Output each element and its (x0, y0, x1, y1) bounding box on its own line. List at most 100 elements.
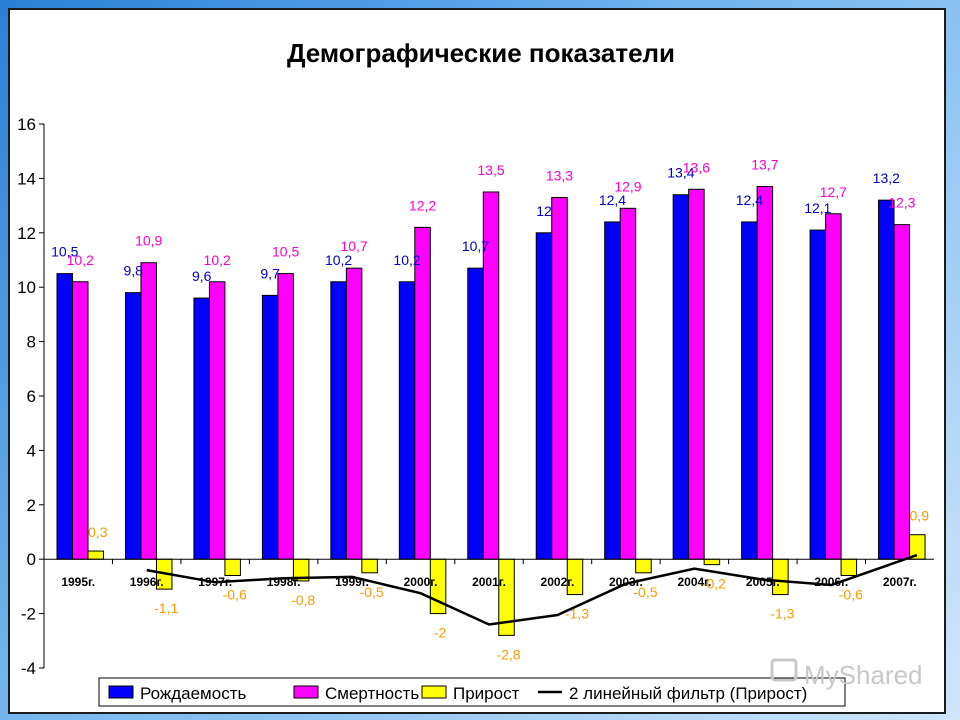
birth-bar (330, 281, 347, 560)
birth-value-label: 12,4 (599, 192, 626, 208)
birth-bar (809, 229, 827, 560)
death-value-label: 12,7 (820, 184, 847, 200)
birth-value-label: 10,2 (393, 252, 420, 268)
y-tick-label: 8 (27, 333, 36, 352)
birth-value-label: 9,7 (260, 265, 280, 281)
birth-value-label: 12,1 (804, 200, 831, 216)
death-value-label: 13,3 (546, 167, 573, 183)
y-tick-label: 2 (27, 496, 36, 515)
growth-value-label: -0,8 (291, 592, 315, 608)
y-tick-label: 6 (27, 387, 36, 406)
birth-value-label: 10,2 (325, 252, 352, 268)
growth-value-label: -0,6 (839, 587, 863, 603)
y-tick-label: 14 (17, 169, 36, 188)
y-axis: 16 14 12 10 8 6 4 2 0 -2 -4 (17, 115, 45, 678)
death-value-label: 13,5 (477, 162, 504, 178)
death-value-label: 12,2 (409, 197, 436, 213)
death-value-label: 10,5 (272, 244, 299, 260)
death-value-label: 13,6 (683, 159, 710, 175)
x-category-label: 2007г. (883, 575, 917, 589)
growth-value-label: -2 (434, 625, 447, 641)
x-category-label: 2001г. (472, 575, 506, 589)
birth-value-label: 12,4 (736, 192, 763, 208)
growth-bar (840, 558, 858, 577)
death-bar (208, 281, 226, 560)
x-category-label: 1996г. (130, 575, 164, 589)
birth-bar (56, 273, 73, 560)
trendline-path (146, 553, 918, 626)
chart-canvas: Демографические показатели 1614121086420… (17, 38, 934, 707)
growth-value-label: -0,6 (223, 587, 247, 603)
death-value-label: 10,7 (340, 238, 367, 254)
y-tick-label: 0 (27, 550, 36, 569)
birth-bar (467, 267, 484, 560)
growth-value-label: 0,3 (88, 524, 108, 540)
birth-bar (672, 194, 690, 560)
chart-title: Демографические показатели (287, 38, 675, 68)
birth-bar (604, 221, 621, 560)
watermark-text: MyShared (804, 660, 923, 690)
birth-value-label: 9,8 (123, 263, 143, 279)
legend-item-death-swatch (293, 685, 319, 699)
growth-bar (87, 550, 104, 560)
growth-value-label: -0,5 (360, 584, 384, 600)
birth-bar (398, 281, 416, 560)
watermark-logo-icon (770, 658, 798, 682)
x-category-label: 2000г. (404, 575, 438, 589)
y-tick-label: -4 (21, 659, 36, 678)
birth-value-label: 12 (536, 203, 552, 219)
growth-value-label: 0,9 (910, 508, 930, 524)
bars (56, 186, 926, 636)
x-axis: 1995г. 1996г. 1997г. 1998г. 1999г. 2000г. 2001… (43, 558, 934, 589)
death-value-label: 12,9 (614, 178, 641, 194)
birth-bar (193, 297, 210, 560)
growth-value-label: -0,2 (702, 576, 726, 592)
legend-item-growth-swatch (421, 685, 447, 699)
growth-bar (361, 558, 378, 574)
birth-bar (741, 221, 758, 560)
death-bar (619, 207, 637, 560)
growth-bar (224, 558, 241, 577)
birth-bar (535, 232, 553, 560)
death-value-label: 10,2 (67, 252, 94, 268)
legend-item-trendline-label: 2 линейный фильтр (Прирост) (569, 684, 807, 703)
birth-value-label: 10,5 (51, 244, 78, 260)
death-bar (551, 196, 568, 560)
death-bar (756, 186, 774, 560)
death-bar (414, 226, 431, 560)
x-category-label: 1995г. (61, 575, 95, 589)
growth-value-label: -1,1 (154, 600, 178, 616)
growth-value-label: -2,8 (496, 646, 520, 662)
y-tick-label: 12 (17, 224, 36, 243)
death-bar (277, 273, 294, 560)
growth-value-label: -0,5 (633, 584, 657, 600)
death-bar (140, 262, 157, 560)
y-tick-label: 4 (27, 441, 36, 460)
x-category-label: 2003г. (609, 575, 643, 589)
birth-bar (878, 199, 895, 560)
death-bar (72, 281, 89, 560)
birth-value-label: 13,2 (873, 170, 900, 186)
death-bar (825, 213, 842, 560)
data-labels: 10,510,20,39,810,9-1,19,610,2-0,69,710,5… (51, 157, 929, 663)
birth-bar (261, 294, 279, 560)
legend-item-birth-swatch (108, 685, 134, 699)
death-bar (688, 188, 705, 560)
chart-frame: Демографические показатели 16 14 12 10 8 6 4 2 0… (8, 8, 946, 714)
legend: Рождаемость Смертность Прирост 2 линейный ф… (98, 677, 846, 707)
growth-bar (635, 558, 652, 574)
x-category-label: 2002г. (541, 575, 575, 589)
birth-value-label: 9,6 (192, 268, 212, 284)
y-tick-label: 16 (17, 115, 36, 134)
legend-item-death-label: Смертность (325, 684, 419, 703)
death-value-label: 10,2 (204, 252, 231, 268)
growth-bar (909, 534, 926, 560)
death-value-label: 13,7 (751, 157, 778, 173)
x-category-label: 2004г. (677, 575, 711, 589)
legend-item-growth-label: Прирост (453, 684, 520, 703)
growth-value-label: -1,3 (565, 606, 589, 622)
legend-item-birth-label: Рождаемость (140, 684, 246, 703)
death-bar (345, 267, 363, 560)
death-value-label: 10,9 (135, 233, 162, 249)
legend-box (98, 677, 846, 707)
